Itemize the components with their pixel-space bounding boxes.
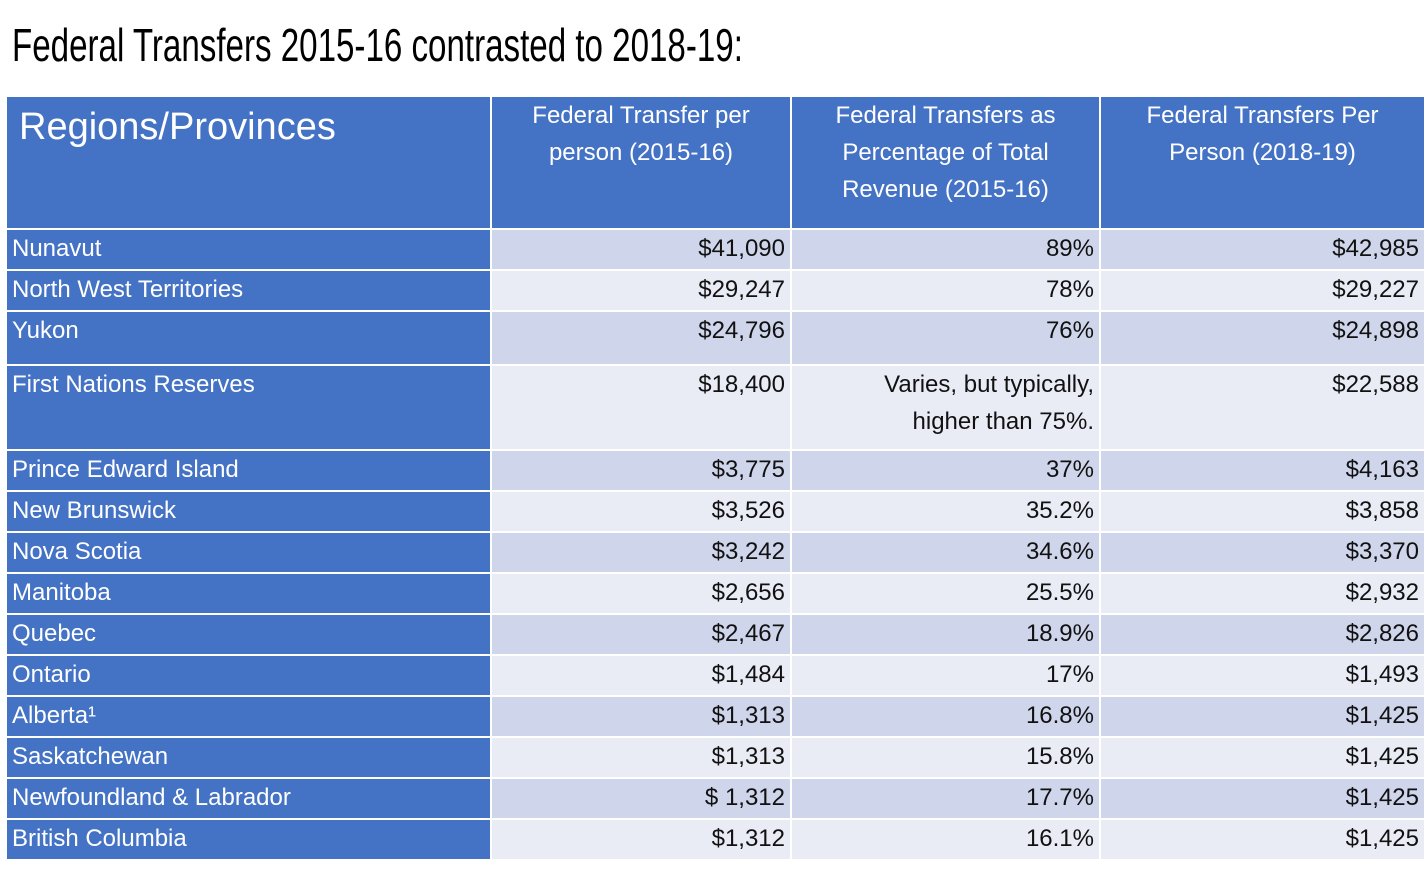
value-cell: 89% — [792, 230, 1099, 269]
value-cell: $2,467 — [492, 615, 790, 654]
value-cell: $22,588 — [1101, 366, 1424, 449]
value-cell: $41,090 — [492, 230, 790, 269]
value-cell: $3,526 — [492, 492, 790, 531]
value-cell: $1,313 — [492, 738, 790, 777]
value-cell: $2,826 — [1101, 615, 1424, 654]
data-table: Regions/Provinces Federal Transfer per pe… — [5, 95, 1426, 861]
value-cell: $3,370 — [1101, 533, 1424, 572]
value-cell: 17% — [792, 656, 1099, 695]
value-cell: $1,425 — [1101, 738, 1424, 777]
table-row: Newfoundland & Labrador $ 1,312 17.7% $1,42… — [7, 779, 1424, 818]
table-row: Quebec $2,467 18.9% $2,826 — [7, 615, 1424, 654]
region-cell: New Brunswick — [7, 492, 490, 531]
column-header: Federal Transfers as Percentage of Total… — [792, 97, 1099, 228]
value-cell: $1,312 — [492, 820, 790, 859]
value-cell: 37% — [792, 451, 1099, 490]
value-cell: $3,858 — [1101, 492, 1424, 531]
value-cell: $3,242 — [492, 533, 790, 572]
region-cell: Yukon — [7, 312, 490, 364]
value-cell: 15.8% — [792, 738, 1099, 777]
value-cell: 76% — [792, 312, 1099, 364]
column-header: Federal Transfers Per Person (2018-19) — [1101, 97, 1424, 228]
value-cell: $1,313 — [492, 697, 790, 736]
region-cell: Nova Scotia — [7, 533, 490, 572]
value-cell: 35.2% — [792, 492, 1099, 531]
column-header: Federal Transfer per person (2015-16) — [492, 97, 790, 228]
value-cell: $29,247 — [492, 271, 790, 310]
region-cell: First Nations Reserves — [7, 366, 490, 449]
value-cell: 25.5% — [792, 574, 1099, 613]
value-cell: $4,163 — [1101, 451, 1424, 490]
region-cell: Ontario — [7, 656, 490, 695]
region-cell: Newfoundland & Labrador — [7, 779, 490, 818]
value-cell: Varies, but typically, higher than 75%. — [792, 366, 1099, 449]
region-cell: Saskatchewan — [7, 738, 490, 777]
value-cell: $ 1,312 — [492, 779, 790, 818]
table-row: North West Territories $29,247 78% $29,227 — [7, 271, 1424, 310]
table-row: Ontario $1,484 17% $1,493 — [7, 656, 1424, 695]
value-cell: $1,493 — [1101, 656, 1424, 695]
region-cell: British Columbia — [7, 820, 490, 859]
region-cell: Quebec — [7, 615, 490, 654]
table-row: New Brunswick $3,526 35.2% $3,858 — [7, 492, 1424, 531]
value-cell: $3,775 — [492, 451, 790, 490]
value-cell: 16.1% — [792, 820, 1099, 859]
value-cell: $1,425 — [1101, 779, 1424, 818]
value-cell: $24,898 — [1101, 312, 1424, 364]
value-cell: $24,796 — [492, 312, 790, 364]
value-cell: 34.6% — [792, 533, 1099, 572]
value-cell: $1,484 — [492, 656, 790, 695]
value-cell: 78% — [792, 271, 1099, 310]
value-cell: $1,425 — [1101, 820, 1424, 859]
value-cell: $2,656 — [492, 574, 790, 613]
value-cell: $29,227 — [1101, 271, 1424, 310]
table-row: Alberta¹ $1,313 16.8% $1,425 — [7, 697, 1424, 736]
table-row: Nova Scotia $3,242 34.6% $3,370 — [7, 533, 1424, 572]
value-cell: $1,425 — [1101, 697, 1424, 736]
value-cell: $42,985 — [1101, 230, 1424, 269]
value-cell: 16.8% — [792, 697, 1099, 736]
region-cell: Prince Edward Island — [7, 451, 490, 490]
page-title: Federal Transfers 2015-16 contrasted to … — [12, 19, 743, 71]
region-cell: Nunavut — [7, 230, 490, 269]
header-row: Regions/Provinces Federal Transfer per pe… — [7, 97, 1424, 228]
value-cell: 17.7% — [792, 779, 1099, 818]
table-row: First Nations Reserves $18,400 Varies, but… — [7, 366, 1424, 449]
table-row: Nunavut $41,090 89% $42,985 — [7, 230, 1424, 269]
table-row: Saskatchewan $1,313 15.8% $1,425 — [7, 738, 1424, 777]
table-row: Manitoba $2,656 25.5% $2,932 — [7, 574, 1424, 613]
table-row: British Columbia $1,312 16.1% $1,425 — [7, 820, 1424, 859]
region-cell: North West Territories — [7, 271, 490, 310]
table-row: Prince Edward Island $3,775 37% $4,163 — [7, 451, 1424, 490]
value-cell: $2,932 — [1101, 574, 1424, 613]
value-cell: $18,400 — [492, 366, 790, 449]
region-cell: Alberta¹ — [7, 697, 490, 736]
column-header: Regions/Provinces — [7, 97, 490, 228]
region-cell: Manitoba — [7, 574, 490, 613]
value-cell: 18.9% — [792, 615, 1099, 654]
table-row: Yukon $24,796 76% $24,898 — [7, 312, 1424, 364]
